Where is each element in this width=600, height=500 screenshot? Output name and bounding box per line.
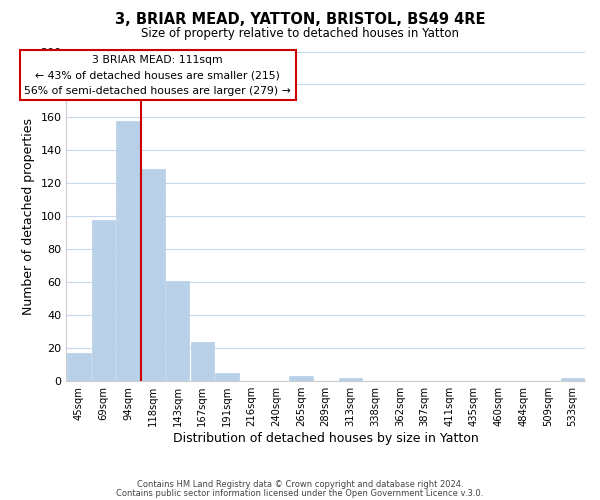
- Text: Contains HM Land Registry data © Crown copyright and database right 2024.: Contains HM Land Registry data © Crown c…: [137, 480, 463, 489]
- Bar: [191, 342, 214, 381]
- Bar: [141, 168, 164, 381]
- Text: Contains public sector information licensed under the Open Government Licence v.: Contains public sector information licen…: [116, 489, 484, 498]
- Bar: [289, 376, 313, 381]
- Bar: [561, 378, 584, 381]
- Bar: [67, 353, 91, 381]
- Bar: [116, 120, 140, 381]
- Bar: [338, 378, 362, 381]
- Bar: [166, 280, 189, 381]
- X-axis label: Distribution of detached houses by size in Yatton: Distribution of detached houses by size …: [173, 432, 479, 445]
- Text: Size of property relative to detached houses in Yatton: Size of property relative to detached ho…: [141, 28, 459, 40]
- Bar: [92, 220, 115, 381]
- Text: 3, BRIAR MEAD, YATTON, BRISTOL, BS49 4RE: 3, BRIAR MEAD, YATTON, BRISTOL, BS49 4RE: [115, 12, 485, 28]
- Bar: [215, 373, 239, 381]
- Text: 3 BRIAR MEAD: 111sqm
← 43% of detached houses are smaller (215)
56% of semi-deta: 3 BRIAR MEAD: 111sqm ← 43% of detached h…: [25, 55, 291, 96]
- Y-axis label: Number of detached properties: Number of detached properties: [22, 118, 35, 315]
